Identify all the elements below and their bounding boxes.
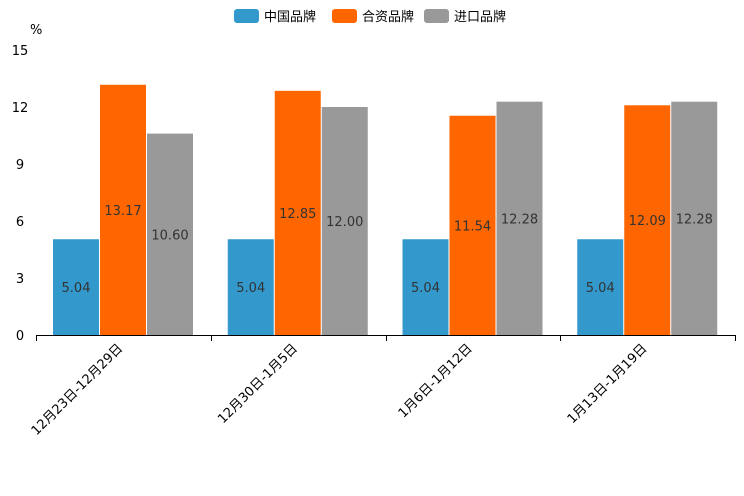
y-tick-label: 9 xyxy=(16,158,24,173)
data-label: 13.17 xyxy=(104,204,141,219)
bar[interactable] xyxy=(227,239,274,335)
x-tick-label: 12月23日-12月29日 xyxy=(29,341,126,438)
legend-swatch xyxy=(424,9,449,23)
bar[interactable] xyxy=(449,115,496,336)
bars xyxy=(53,84,718,336)
x-axis: 12月23日-12月29日 12月30日-1月5日 1月6日-1月12日 1月13日-… xyxy=(29,335,736,439)
data-label: 10.60 xyxy=(151,228,188,243)
y-tick-label: 0 xyxy=(16,329,24,344)
legend-swatch xyxy=(332,9,357,23)
bar[interactable] xyxy=(402,239,449,335)
legend-label: 合资品牌 xyxy=(362,9,414,25)
legend-item-0[interactable]: 中国品牌 xyxy=(234,9,316,25)
bar[interactable] xyxy=(321,107,368,335)
bar[interactable] xyxy=(496,101,543,336)
y-tick-label: 6 xyxy=(16,215,24,230)
legend-label: 中国品牌 xyxy=(264,9,316,25)
data-label: 5.04 xyxy=(586,281,615,296)
bar[interactable] xyxy=(274,90,321,335)
legend-label: 进口品牌 xyxy=(454,9,506,25)
y-axis: 0 3 6 9 12 15 xyxy=(12,44,29,344)
data-label: 5.04 xyxy=(411,281,440,296)
x-tick-label: 1月6日-1月12日 xyxy=(396,341,476,421)
legend-item-2[interactable]: 进口品牌 xyxy=(424,9,506,25)
data-label: 11.54 xyxy=(454,219,491,234)
y-tick-label: 12 xyxy=(12,101,29,116)
x-tick-label: 12月30日-1月5日 xyxy=(215,341,301,427)
x-tick-label: 1月13日-1月19日 xyxy=(565,341,651,427)
legend-swatch xyxy=(234,9,259,23)
bar[interactable] xyxy=(147,133,193,335)
y-tick-label: 15 xyxy=(12,44,29,59)
data-label: 12.28 xyxy=(676,212,713,227)
y-axis-unit-label: % xyxy=(30,23,42,38)
data-label: 12.09 xyxy=(629,214,666,229)
y-tick-label: 3 xyxy=(16,272,24,287)
legend-item-1[interactable]: 合资品牌 xyxy=(332,9,414,25)
data-label: 5.04 xyxy=(236,281,265,296)
bar[interactable] xyxy=(100,84,146,336)
data-labels: 5.04 13.17 10.60 5.04 12.85 12.00 5.04 11.54 12.… xyxy=(62,204,713,296)
legend: 中国品牌 合资品牌 进口品牌 xyxy=(234,9,506,25)
bar[interactable] xyxy=(624,105,671,335)
bar[interactable] xyxy=(53,239,99,335)
data-label: 5.04 xyxy=(62,281,91,296)
data-label: 12.28 xyxy=(501,212,538,227)
data-label: 12.85 xyxy=(279,207,316,222)
data-label: 12.00 xyxy=(326,215,363,230)
bar[interactable] xyxy=(577,239,624,335)
bar[interactable] xyxy=(671,101,718,336)
